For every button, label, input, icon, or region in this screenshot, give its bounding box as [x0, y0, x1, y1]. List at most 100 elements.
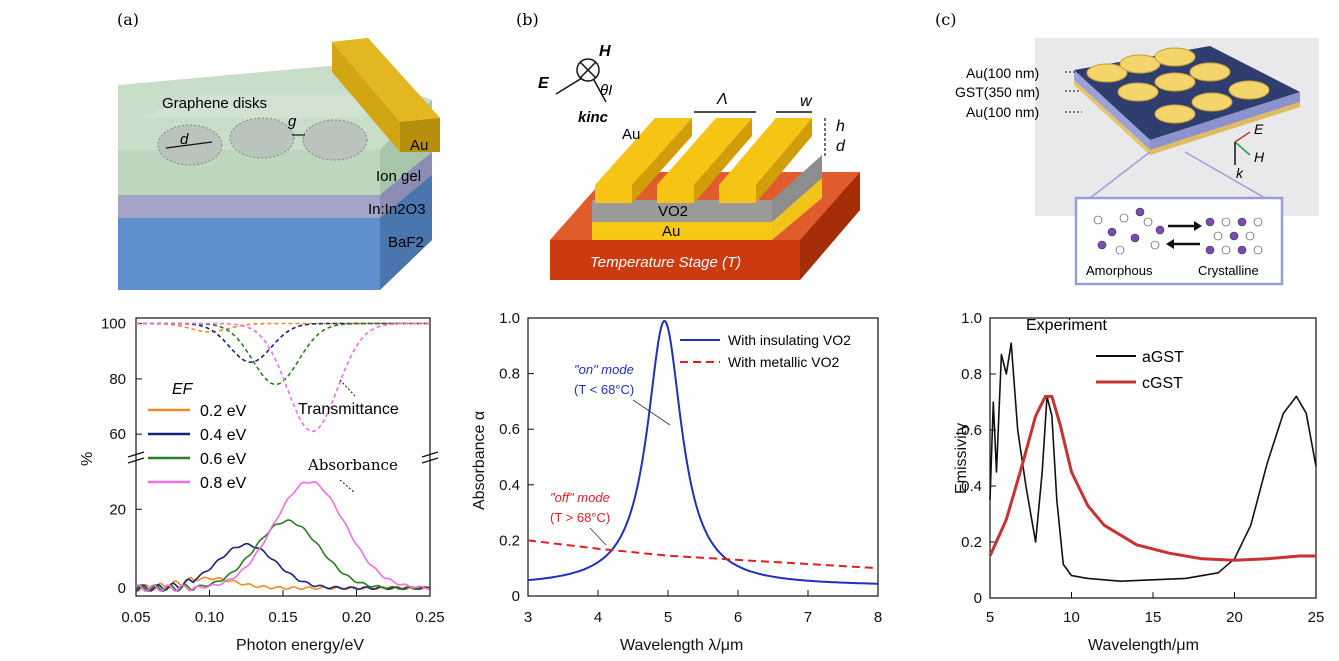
chart-a-legend-label: 0.6 eV: [200, 451, 247, 468]
label-layer1: Au(100 nm): [966, 65, 1039, 81]
chart-b-series-1: [527, 539, 879, 570]
label-layer2: GST(350 nm): [955, 84, 1040, 100]
chart-a-ytick-label: 80: [109, 371, 126, 388]
label-au: Au: [410, 137, 428, 154]
label-g: g: [288, 113, 297, 130]
chart-a-absorbance-0.8eV: [135, 481, 430, 593]
au-disk: [1117, 82, 1159, 102]
chart-c-series-aGST: [989, 342, 1317, 582]
au-disk: [1119, 54, 1161, 74]
label-vo2: VO2: [658, 203, 688, 220]
graphene-disk: [229, 117, 295, 159]
label-graphene-disks: Graphene disks: [162, 95, 267, 112]
chart-b-frame: [527, 317, 879, 597]
label-baf2: BaF2: [388, 234, 424, 251]
chart-a-legend-label: 0.2 eV: [200, 403, 247, 420]
chart-a-ytick-label: 0: [118, 580, 126, 597]
label-k: kinc: [578, 109, 609, 126]
amorphous-structure-icon: [1093, 207, 1165, 255]
chart-c-xtick-label: 5: [986, 609, 994, 626]
chart-c-ytick-label: 0.8: [961, 366, 982, 383]
chart-a-annotation-transmittance: Transmittance: [298, 401, 399, 418]
label-d-b: d: [836, 138, 846, 155]
chart-c-ylabel: Emissivity: [953, 423, 970, 494]
label-E-c: E: [1254, 121, 1264, 137]
chart-c-xtick-label: 10: [1063, 609, 1080, 626]
chart-a-ytick-label: 60: [109, 426, 126, 443]
chart-b-xlabel: Wavelength λ/μm: [620, 637, 743, 654]
chart-c: Wavelength/μm Emissivity Experiment 5 10 1…: [953, 310, 1324, 654]
panel-label-c: (c): [935, 10, 956, 29]
chart-b-ytick-label: 0: [512, 588, 520, 605]
chart-a-legend-label: 0.4 eV: [200, 427, 247, 444]
chart-a-ytick-label: 20: [109, 501, 126, 518]
graphene-disk: [302, 119, 368, 161]
label-ion-gel: Ion gel: [376, 168, 421, 185]
chart-c-xlabel: Wavelength/μm: [1088, 637, 1199, 654]
chart-b-annotation-on-temp: (T < 68°C): [574, 382, 634, 397]
chart-c-xtick-label: 15: [1145, 609, 1162, 626]
label-H: H: [599, 43, 611, 60]
au-disk: [1228, 80, 1270, 100]
au-disk: [1189, 62, 1231, 82]
chart-a-xtick-label: 0.05: [121, 609, 150, 626]
chart-b-ytick-label: 0.2: [499, 532, 520, 549]
chart-b-ytick-label: 0.8: [499, 366, 520, 383]
label-w: w: [800, 93, 813, 110]
chart-b-xtick-label: 4: [594, 609, 602, 626]
chart-c-xtick-label: 25: [1308, 609, 1325, 626]
k-arrow: [593, 79, 607, 103]
crystalline-structure-icon: [1205, 217, 1263, 255]
e-arrow-c: [1234, 131, 1251, 143]
chart-a-xtick-label: 0.20: [342, 609, 371, 626]
label-H-c: H: [1254, 149, 1265, 165]
chart-b-xtick-label: 8: [874, 609, 882, 626]
h-arrow-c: [1234, 141, 1251, 156]
au-disk: [1191, 92, 1233, 112]
chart-a-legend-label: 0.8 eV: [200, 475, 247, 492]
panel-label-b: (b): [516, 10, 539, 29]
chart-b-legend-label: With insulating VO2: [728, 332, 851, 348]
chart-c-series-cGST: [988, 394, 1316, 562]
chart-a-xtick-label: 0.10: [195, 609, 224, 626]
chart-a-absorbance-0.6eV: [135, 519, 430, 593]
schematic-c: Au(100 nm) GST(350 nm) Au(100 nm) E H k: [955, 38, 1319, 286]
phase-inset: [1074, 196, 1284, 286]
label-amorphous: Amorphous: [1086, 263, 1153, 278]
chart-b-annotation-on: "on" mode: [574, 362, 634, 377]
chart-b-xtick-label: 6: [734, 609, 742, 626]
label-temperature-stage: Temperature Stage (T): [590, 254, 741, 271]
chart-b-ytick-label: 0.4: [499, 477, 520, 494]
au-disk: [1086, 63, 1128, 83]
au-disk: [1154, 47, 1196, 67]
label-h: h: [836, 118, 845, 135]
schematic-a: Graphene disks d g Au Ion gel In:In2O3 B…: [118, 38, 440, 290]
chart-c-xtick-label: 20: [1226, 609, 1243, 626]
label-E: E: [538, 75, 550, 92]
label-d: d: [180, 131, 189, 148]
chart-b-ylabel: Absorbance α: [471, 411, 488, 510]
chart-a-xtick-label: 0.15: [268, 609, 297, 626]
chart-b-annotation-off-temp: (T > 68°C): [550, 510, 610, 525]
chart-a-transmittance-0.4eV: [136, 322, 430, 364]
au-disk: [1154, 72, 1196, 92]
label-au-top: Au: [622, 126, 640, 143]
chart-b-xtick-label: 7: [804, 609, 812, 626]
chart-a-transmittance-0.6eV: [136, 322, 430, 386]
chart-c-ytick-label: 0.4: [961, 478, 982, 495]
au-disk: [1154, 104, 1196, 124]
label-k-c: k: [1236, 165, 1244, 181]
panel-label-a: (a): [117, 10, 139, 29]
label-au-bottom: Au: [662, 223, 680, 240]
chart-c-ytick-label: 0: [974, 590, 982, 607]
chart-c-legend-label: aGST: [1142, 349, 1184, 366]
label-in2o3: In:In2O3: [368, 201, 426, 218]
schematic-b: H E θI kinc Λ w h d Au VO2 Au Temperatur…: [538, 43, 860, 280]
chart-b: Wavelength λ/μm Absorbance α 3 4 5 6 7 8 0 0.2…: [471, 310, 882, 654]
chart-b-ytick-label: 1.0: [499, 310, 520, 327]
chart-b-xtick-label: 3: [524, 609, 532, 626]
chart-b-xtick-label: 5: [664, 609, 672, 626]
chart-c-title: Experiment: [1026, 317, 1107, 334]
e-arrow: [555, 77, 583, 95]
